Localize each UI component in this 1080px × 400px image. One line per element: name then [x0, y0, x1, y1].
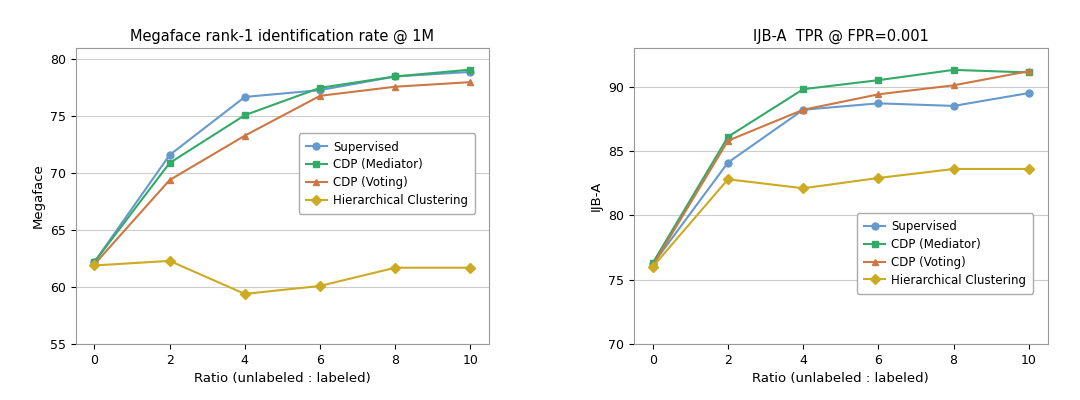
Hierarchical Clustering: [239, 292, 252, 296]
Supervised: [239, 94, 252, 99]
CDP (Voting): [239, 133, 252, 138]
CDP (Voting): [87, 262, 100, 267]
Legend: Supervised, CDP (Mediator), CDP (Voting), Hierarchical Clustering: Supervised, CDP (Mediator), CDP (Voting)…: [299, 134, 475, 214]
CDP (Mediator): [947, 68, 960, 72]
CDP (Mediator): [87, 260, 100, 264]
Hierarchical Clustering: [464, 265, 477, 270]
Line: CDP (Voting): CDP (Voting): [91, 79, 474, 268]
CDP (Voting): [163, 178, 176, 182]
Hierarchical Clustering: [313, 284, 326, 288]
Hierarchical Clustering: [721, 177, 734, 182]
Hierarchical Clustering: [389, 265, 402, 270]
X-axis label: Ratio (unlabeled : labeled): Ratio (unlabeled : labeled): [753, 372, 929, 385]
CDP (Mediator): [163, 160, 176, 165]
Line: CDP (Mediator): CDP (Mediator): [649, 66, 1032, 266]
Y-axis label: Megaface: Megaface: [31, 164, 44, 228]
Supervised: [464, 70, 477, 74]
CDP (Voting): [947, 83, 960, 88]
Supervised: [947, 104, 960, 108]
Line: Hierarchical Clustering: Hierarchical Clustering: [649, 166, 1032, 270]
Hierarchical Clustering: [646, 264, 659, 269]
Supervised: [797, 107, 810, 112]
CDP (Mediator): [797, 87, 810, 92]
CDP (Mediator): [872, 78, 885, 82]
CDP (Voting): [797, 107, 810, 112]
Line: CDP (Voting): CDP (Voting): [649, 68, 1032, 269]
Line: Supervised: Supervised: [91, 68, 474, 266]
CDP (Voting): [646, 263, 659, 268]
Supervised: [313, 88, 326, 92]
Supervised: [87, 260, 100, 264]
Y-axis label: IJB-A: IJB-A: [590, 181, 603, 211]
CDP (Voting): [389, 84, 402, 89]
CDP (Mediator): [721, 134, 734, 139]
CDP (Mediator): [239, 113, 252, 118]
Hierarchical Clustering: [1023, 166, 1036, 171]
CDP (Mediator): [1023, 70, 1036, 75]
Supervised: [163, 153, 176, 158]
Supervised: [721, 160, 734, 165]
X-axis label: Ratio (unlabeled : labeled): Ratio (unlabeled : labeled): [194, 372, 370, 385]
Line: Hierarchical Clustering: Hierarchical Clustering: [91, 258, 474, 297]
Legend: Supervised, CDP (Mediator), CDP (Voting), Hierarchical Clustering: Supervised, CDP (Mediator), CDP (Voting)…: [858, 213, 1034, 294]
CDP (Voting): [464, 80, 477, 84]
CDP (Mediator): [389, 74, 402, 79]
Hierarchical Clustering: [872, 176, 885, 180]
Supervised: [1023, 91, 1036, 96]
Supervised: [646, 262, 659, 267]
CDP (Mediator): [464, 67, 477, 72]
CDP (Voting): [872, 92, 885, 97]
CDP (Mediator): [646, 260, 659, 265]
Hierarchical Clustering: [947, 166, 960, 171]
Hierarchical Clustering: [797, 186, 810, 191]
CDP (Mediator): [313, 86, 326, 90]
Line: Supervised: Supervised: [649, 90, 1032, 268]
Hierarchical Clustering: [163, 258, 176, 263]
Line: CDP (Mediator): CDP (Mediator): [91, 66, 474, 266]
Title: IJB-A  TPR @ FPR=0.001: IJB-A TPR @ FPR=0.001: [753, 29, 929, 44]
Hierarchical Clustering: [87, 263, 100, 268]
Supervised: [872, 101, 885, 106]
Title: Megaface rank-1 identification rate @ 1M: Megaface rank-1 identification rate @ 1M: [131, 29, 434, 44]
CDP (Voting): [313, 94, 326, 98]
CDP (Voting): [1023, 69, 1036, 74]
CDP (Voting): [721, 138, 734, 143]
Supervised: [389, 74, 402, 79]
